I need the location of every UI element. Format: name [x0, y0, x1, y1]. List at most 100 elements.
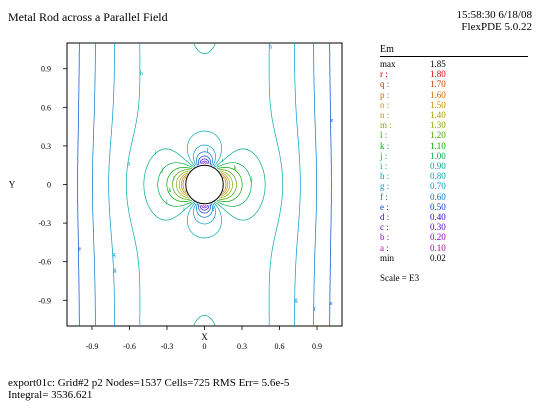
contour-m [176, 170, 233, 199]
legend-key: m : [380, 120, 392, 131]
legend-row: d : 0.40 [380, 212, 446, 222]
contour-l [172, 169, 237, 200]
contour-label: h [140, 71, 143, 77]
contour-f [92, 43, 317, 326]
contour-h [125, 43, 284, 326]
y-tick-label: 0 [47, 181, 51, 190]
legend-value: 0.30 [430, 222, 446, 233]
legend-value: 1.20 [430, 130, 446, 141]
legend-row: max 1.85 [380, 59, 446, 69]
legend-key: e : [380, 201, 389, 212]
legend-key: c : [380, 222, 389, 233]
contour-k [166, 167, 243, 202]
contour-label: i [155, 150, 157, 156]
y-tick-label: -0.9 [38, 296, 51, 305]
contour-label: h [128, 162, 131, 168]
contour-g [108, 43, 301, 326]
contour-n [178, 172, 231, 197]
x-tick-label: -0.9 [86, 342, 99, 351]
contour-label: h [269, 45, 272, 51]
legend-key: j : [380, 150, 388, 161]
legend-key: max [380, 59, 396, 69]
legend-row: min 0.02 [380, 253, 446, 263]
legend-key: g : [380, 181, 390, 192]
contour-label: j [160, 167, 163, 173]
legend-key: k : [380, 140, 390, 151]
y-tick-label: -0.6 [38, 258, 51, 267]
legend-row: h : 0.80 [380, 171, 446, 181]
contour-label: i [183, 207, 185, 213]
contour-label: f [212, 206, 214, 213]
legend-row: q : 1.70 [380, 79, 446, 89]
x-tick-label: -0.3 [161, 342, 174, 351]
contour-label: g [114, 267, 117, 273]
legend-value: 0.20 [430, 232, 446, 243]
contour-label: l [173, 177, 175, 183]
contour-label: f [206, 147, 208, 154]
timestamp-block: 15:58:30 6/18/08 FlexPDE 5.0.22 [457, 9, 532, 33]
legend-value: 0.90 [430, 161, 446, 171]
y-tick-label: -0.3 [38, 219, 51, 228]
contour-label: e [78, 247, 81, 253]
contour-j [157, 162, 252, 207]
contour-label: k [168, 188, 171, 194]
contour-label: j [250, 177, 253, 183]
legend-value: 0.70 [430, 181, 446, 192]
x-tick-label: 0.6 [275, 342, 285, 351]
legend-key: n : [380, 110, 390, 120]
legend-rule [380, 56, 528, 57]
contour-label: e [330, 301, 333, 307]
integral-info: Integral= 3536.621 [8, 389, 93, 401]
x-tick-label: -0.6 [123, 342, 136, 351]
legend-row: m : 1.30 [380, 120, 446, 130]
legend-key: l : [380, 130, 388, 141]
x-tick-label: 0.3 [237, 342, 247, 351]
x-axis-label: X [201, 332, 208, 342]
legend-row: l : 1.20 [380, 130, 446, 140]
legend-key: q : [380, 79, 390, 90]
contour-label: e [331, 118, 334, 124]
contour-b [202, 162, 207, 207]
y-axis-label: Y [9, 180, 16, 190]
legend-value: 0.60 [430, 191, 446, 202]
legend-key: h : [380, 171, 390, 182]
legend-title: Em [380, 44, 394, 55]
y-tick-label: 0.3 [41, 142, 51, 151]
contour-i [143, 42, 266, 327]
legend-key: a : [380, 242, 389, 253]
contour-label: f [314, 306, 316, 313]
legend-value: 1.40 [430, 110, 446, 120]
contour-label: g [295, 297, 298, 303]
legend-row: c : 0.30 [380, 222, 446, 232]
legend-value: 1.60 [430, 89, 446, 100]
legend-row: k : 1.10 [380, 141, 446, 151]
legend-value: 0.02 [430, 252, 446, 263]
contour-d [199, 158, 210, 211]
legend-row: i : 0.90 [380, 161, 446, 171]
legend-value: 1.00 [430, 150, 446, 161]
legend-value: 0.10 [430, 242, 446, 253]
timestamp: 15:58:30 6/18/08 [456, 9, 532, 21]
legend-value: 0.40 [430, 212, 446, 222]
legend-key: o : [380, 99, 390, 110]
contour-label: i [221, 158, 223, 164]
legend-key: b : [380, 232, 390, 243]
legend-row: b : 0.20 [380, 232, 446, 242]
legend-value: 1.85 [430, 59, 446, 69]
legend-row: a : 0.10 [380, 243, 446, 253]
contour-c [201, 160, 208, 209]
legend-row: o : 1.50 [380, 100, 446, 110]
legend-value: 1.30 [430, 120, 446, 131]
legend-value: 1.80 [430, 69, 446, 80]
legend-value: 1.10 [430, 140, 446, 151]
legend-value: 1.70 [430, 79, 446, 90]
legend-row: r : 1.80 [380, 69, 446, 79]
contour-label: k [234, 166, 237, 172]
metal-rod [185, 164, 224, 205]
legend-scale: Scale = E3 [380, 273, 420, 283]
legend-row: f : 0.60 [380, 192, 446, 202]
legend-key: d : [380, 212, 390, 222]
run-info: export01c: Grid#2 p2 Nodes=1537 Cells=72… [8, 377, 290, 389]
x-tick-label: 0 [203, 342, 207, 351]
